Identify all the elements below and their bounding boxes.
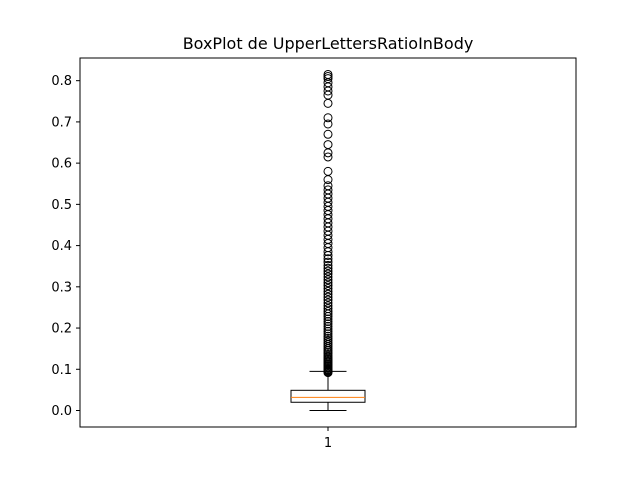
outlier-point: [323, 321, 333, 331]
outlier-point: [323, 119, 333, 129]
outlier-point: [323, 319, 333, 329]
y-tick-label: 0.6: [51, 157, 72, 172]
outlier-point: [323, 304, 333, 314]
outlier-point: [323, 292, 333, 302]
y-tick-label: 0.8: [51, 74, 72, 89]
outlier-point: [323, 269, 333, 279]
outlier-point: [323, 286, 333, 296]
plot-area: 0.0 0.1 0.2 0.3 0.4 0.5 0.6 0.7 0.8 1: [51, 57, 577, 451]
y-tick-label: 0.3: [51, 280, 72, 295]
outlier-point: [323, 140, 333, 150]
outlier-point: [323, 331, 333, 341]
outlier-point: [323, 316, 333, 326]
outlier-point: [323, 329, 333, 339]
outlier-point: [323, 254, 333, 264]
outlier-point: [323, 266, 333, 276]
outlier-point: [323, 281, 333, 291]
outlier-point: [323, 113, 333, 123]
y-tick-label: 0.5: [51, 198, 72, 213]
outlier-point: [323, 263, 333, 273]
outlier-point: [323, 314, 333, 324]
y-tick-label: 0.0: [51, 404, 72, 419]
outlier-point: [323, 166, 333, 176]
outlier-point: [323, 272, 333, 282]
outlier-point: [323, 295, 333, 305]
y-tick-label: 0.1: [51, 363, 72, 378]
outlier-point: [323, 301, 333, 311]
outlier-point: [323, 185, 333, 195]
chart-title: BoxPlot de UpperLettersRatioInBody: [183, 34, 474, 53]
outlier-point: [323, 152, 333, 162]
outlier-point: [323, 181, 333, 191]
x-tick-label: 1: [324, 436, 332, 451]
outlier-point: [323, 298, 333, 308]
y-tick-label: 0.7: [51, 115, 72, 130]
outlier-point: [323, 278, 333, 288]
outlier-point: [323, 283, 333, 293]
outlier-point: [323, 289, 333, 299]
outlier-point: [323, 275, 333, 285]
outlier-point: [323, 69, 333, 79]
outlier-point: [323, 324, 333, 334]
outlier-point: [323, 260, 333, 270]
outlier-point: [323, 326, 333, 336]
outlier-point: [323, 129, 333, 139]
y-tick-label: 0.2: [51, 322, 72, 337]
outlier-point: [323, 307, 333, 317]
outlier-point: [323, 257, 333, 267]
iqr-box: [290, 389, 366, 403]
y-tick-label: 0.4: [51, 239, 72, 254]
